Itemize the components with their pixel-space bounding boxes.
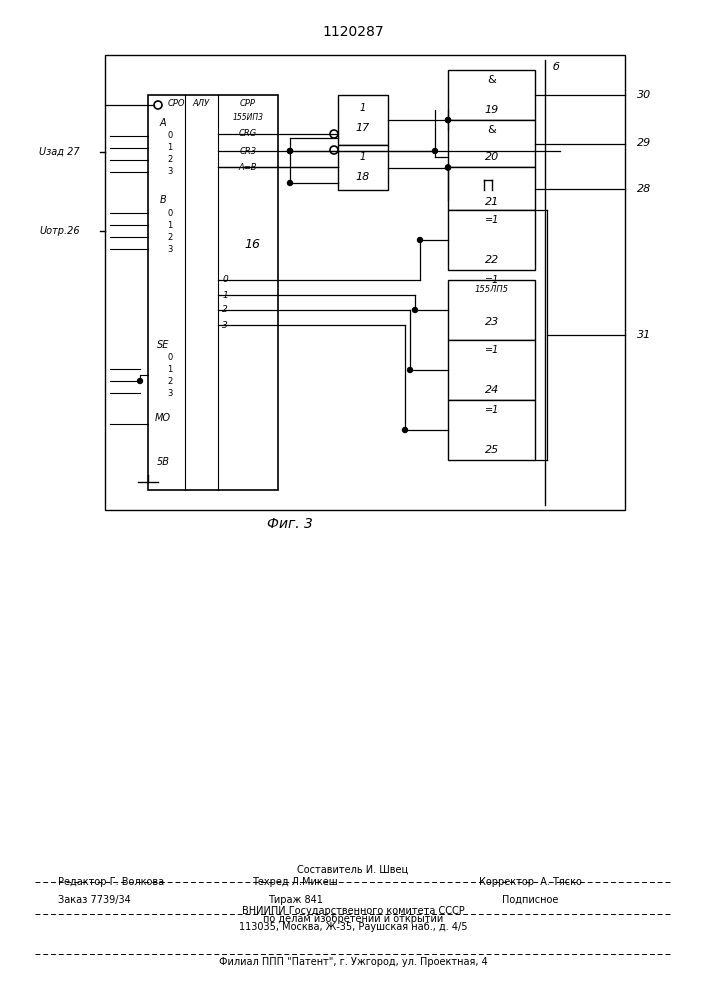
Text: СRG: СRG <box>239 129 257 138</box>
Bar <box>148 95 278 490</box>
Text: =1: =1 <box>485 345 499 355</box>
Bar <box>448 167 535 210</box>
Text: 155ЛП5: 155ЛП5 <box>475 286 509 294</box>
Bar <box>448 70 535 120</box>
Text: 3: 3 <box>222 320 228 330</box>
Bar <box>338 95 388 145</box>
Text: 5В: 5В <box>156 457 170 467</box>
Text: СРО: СРО <box>168 100 185 108</box>
Text: СРР: СРР <box>240 100 256 108</box>
Text: Техред Л.Микеш: Техред Л.Микеш <box>252 877 338 887</box>
Circle shape <box>445 165 450 170</box>
Text: 17: 17 <box>356 123 370 133</box>
Text: &: & <box>488 75 496 85</box>
Text: Подписное: Подписное <box>502 895 559 905</box>
Text: АЛУ: АЛУ <box>193 100 210 108</box>
Text: 24: 24 <box>485 385 499 395</box>
Circle shape <box>402 428 407 432</box>
Bar <box>338 145 388 190</box>
Text: Тираж 841: Тираж 841 <box>267 895 322 905</box>
Text: Редактор Г. Волкова: Редактор Г. Волкова <box>58 877 164 887</box>
Text: 2: 2 <box>168 376 173 385</box>
Text: 31: 31 <box>637 330 651 340</box>
Circle shape <box>288 148 293 153</box>
Bar <box>448 280 535 340</box>
Text: 19: 19 <box>485 105 499 115</box>
Text: Фиг. 3: Фиг. 3 <box>267 517 313 531</box>
Text: 0: 0 <box>168 131 173 140</box>
Text: &: & <box>488 125 496 135</box>
Text: 2: 2 <box>168 155 173 164</box>
Text: А: А <box>160 118 166 128</box>
Bar <box>448 400 535 460</box>
Text: 1: 1 <box>168 143 173 152</box>
Circle shape <box>445 117 450 122</box>
Text: 113035, Москва, Ж-35, Раушская наб., д. 4/5: 113035, Москва, Ж-35, Раушская наб., д. … <box>239 922 467 932</box>
Text: 23: 23 <box>485 317 499 327</box>
Text: 1: 1 <box>168 364 173 373</box>
Circle shape <box>433 148 438 153</box>
Text: 1: 1 <box>360 103 366 113</box>
Circle shape <box>407 367 412 372</box>
Circle shape <box>288 180 293 186</box>
Circle shape <box>412 308 418 312</box>
Bar <box>105 55 625 510</box>
Text: СR3: СR3 <box>240 146 257 155</box>
Text: =1: =1 <box>485 275 499 285</box>
Text: МО: МО <box>155 413 171 423</box>
Bar <box>448 210 535 270</box>
Text: Uзад 27: Uзад 27 <box>40 147 80 157</box>
Text: 29: 29 <box>637 138 651 148</box>
Text: 20: 20 <box>485 152 499 162</box>
Text: 1: 1 <box>168 221 173 230</box>
Circle shape <box>137 378 143 383</box>
Text: 1120287: 1120287 <box>322 25 384 39</box>
Text: 18: 18 <box>356 172 370 182</box>
Text: по делам изобретений и открытий: по делам изобретений и открытий <box>263 914 443 924</box>
Text: 25: 25 <box>485 445 499 455</box>
Text: 155ИП3: 155ИП3 <box>233 113 264 122</box>
Text: Uотр.26: Uотр.26 <box>40 226 80 236</box>
Text: 30: 30 <box>637 90 651 100</box>
Text: SE: SE <box>157 340 169 350</box>
Text: 3: 3 <box>168 388 173 397</box>
Text: 1: 1 <box>222 290 228 300</box>
Text: Составитель И. Швец: Составитель И. Швец <box>298 865 409 875</box>
Text: 22: 22 <box>485 255 499 265</box>
Circle shape <box>418 237 423 242</box>
Text: =1: =1 <box>485 405 499 415</box>
Text: 0: 0 <box>168 209 173 218</box>
Text: 0: 0 <box>168 353 173 361</box>
Text: Корректор  А. Тяско: Корректор А. Тяско <box>479 877 581 887</box>
Circle shape <box>445 117 450 122</box>
Text: 21: 21 <box>485 197 499 207</box>
Circle shape <box>445 165 450 170</box>
Text: 3: 3 <box>168 167 173 176</box>
Text: =1: =1 <box>485 215 499 225</box>
Text: 1: 1 <box>360 152 366 162</box>
Text: 16: 16 <box>244 238 260 251</box>
Text: б: б <box>553 62 560 72</box>
Text: 2: 2 <box>222 306 228 314</box>
Text: ВНИИПИ Государственного комитета СССР: ВНИИПИ Государственного комитета СССР <box>242 906 464 916</box>
Text: 28: 28 <box>637 184 651 194</box>
Bar <box>448 340 535 400</box>
Text: В: В <box>160 195 166 205</box>
Bar <box>448 120 535 167</box>
Text: Филиал ППП "Патент", г. Ужгород, ул. Проектная, 4: Филиал ППП "Патент", г. Ужгород, ул. Про… <box>218 957 487 967</box>
Text: 3: 3 <box>168 244 173 253</box>
Text: 2: 2 <box>168 232 173 241</box>
Text: Заказ 7739/34: Заказ 7739/34 <box>58 895 131 905</box>
Circle shape <box>288 148 293 153</box>
Text: А=В: А=В <box>239 162 257 172</box>
Text: 0: 0 <box>222 275 228 284</box>
